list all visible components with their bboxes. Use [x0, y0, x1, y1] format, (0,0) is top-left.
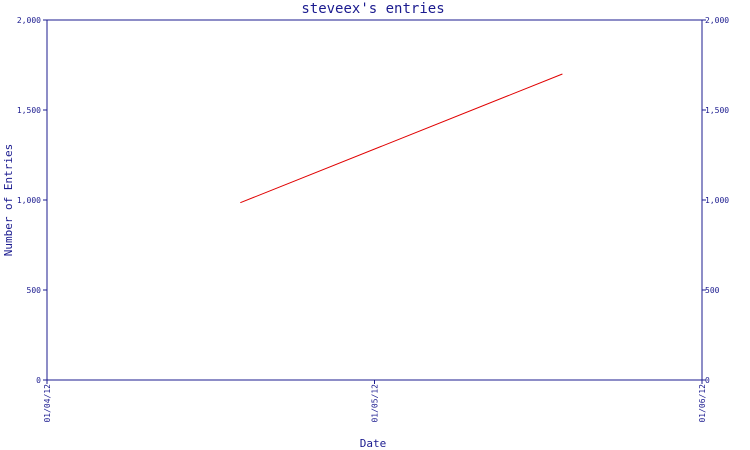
x-axis-label: Date: [360, 437, 387, 450]
x-tick-label: 01/06/12: [698, 384, 707, 423]
y-tick-label-right: 0: [705, 376, 710, 385]
y-tick-label-left: 1,500: [17, 106, 41, 115]
x-tick-label: 01/04/12: [43, 384, 52, 423]
series-line: [240, 73, 563, 204]
y-tick-label-left: 1,000: [17, 196, 41, 205]
y-tick-label-right: 500: [705, 286, 720, 295]
y-tick-label-right: 2,000: [705, 16, 729, 25]
chart-title: steveex's entries: [301, 1, 444, 17]
y-tick-label-right: 1,500: [705, 106, 729, 115]
y-axis-label: Number of Entries: [2, 144, 15, 257]
y-tick-label-left: 500: [27, 286, 42, 295]
x-axis: 01/04/12 01/05/12 01/06/12: [43, 380, 707, 423]
y-tick-label-right: 1,000: [705, 196, 729, 205]
x-tick-label: 01/05/12: [371, 384, 380, 423]
y-axis-left: 0 500 1,000 1,500 2,000: [17, 16, 47, 385]
y-tick-label-left: 2,000: [17, 16, 41, 25]
y-tick-label-left: 0: [36, 376, 41, 385]
plot-frame: [46, 19, 703, 381]
y-axis-right: 0 500 1,000 1,500 2,000: [702, 16, 729, 385]
series-layer: [240, 73, 563, 204]
